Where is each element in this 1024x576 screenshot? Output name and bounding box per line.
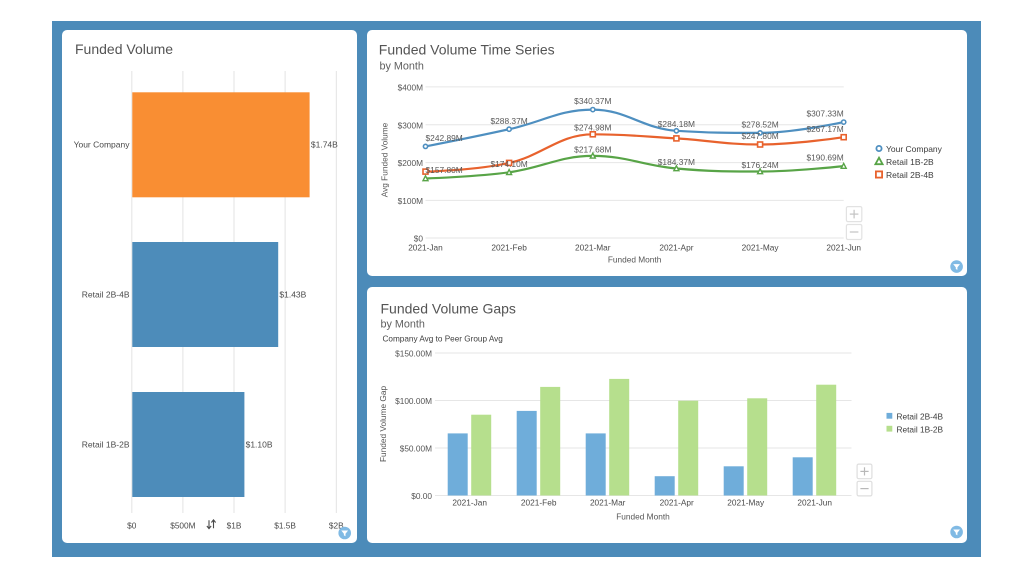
svg-text:Retail 2B-4B: Retail 2B-4B: [886, 170, 934, 180]
svg-text:$267.17M: $267.17M: [806, 124, 843, 134]
svg-text:$190.69M: $190.69M: [806, 153, 843, 163]
svg-text:$1.10B: $1.10B: [245, 440, 272, 450]
svg-text:2021-Jan: 2021-Jan: [452, 497, 487, 507]
svg-text:2021-Mar: 2021-Mar: [575, 242, 611, 252]
svg-text:$1.43B: $1.43B: [279, 290, 306, 300]
svg-text:2021-Mar: 2021-Mar: [589, 497, 625, 507]
svg-text:$307.33M: $307.33M: [806, 109, 843, 119]
svg-text:$157.80M: $157.80M: [425, 165, 462, 175]
svg-text:2021-Jan: 2021-Jan: [408, 242, 443, 252]
svg-text:$50.00M: $50.00M: [399, 443, 431, 453]
svg-text:Funded Volume Time Series: Funded Volume Time Series: [378, 42, 554, 58]
svg-text:2021-Jun: 2021-Jun: [826, 242, 861, 252]
svg-text:$1.74B: $1.74B: [310, 140, 337, 150]
svg-text:$174.10M: $174.10M: [490, 159, 527, 169]
svg-text:$300M: $300M: [397, 120, 422, 130]
svg-text:2021-May: 2021-May: [727, 497, 765, 507]
svg-text:by Month: by Month: [380, 318, 424, 330]
svg-text:Retail 1B-2B: Retail 1B-2B: [886, 157, 934, 167]
svg-text:Retail 1B-2B: Retail 1B-2B: [81, 440, 129, 450]
svg-text:$274.98M: $274.98M: [574, 122, 611, 132]
svg-text:Funded Volume Gaps: Funded Volume Gaps: [380, 300, 515, 316]
svg-text:$284.18M: $284.18M: [657, 119, 694, 129]
svg-text:$184.37M: $184.37M: [657, 157, 694, 167]
svg-text:$200M: $200M: [397, 158, 422, 168]
svg-text:Funded Volume Gap: Funded Volume Gap: [377, 385, 387, 461]
svg-text:2021-Feb: 2021-Feb: [491, 242, 527, 252]
svg-text:$0: $0: [413, 234, 423, 244]
svg-text:$150.00M: $150.00M: [395, 348, 432, 358]
svg-text:by Month: by Month: [379, 60, 423, 72]
svg-text:Avg Funded Volume: Avg Funded Volume: [379, 122, 389, 197]
svg-text:$242.89M: $242.89M: [425, 133, 462, 143]
svg-text:$500M: $500M: [170, 521, 195, 531]
svg-text:2021-Apr: 2021-Apr: [659, 242, 693, 252]
svg-text:2021-Jun: 2021-Jun: [797, 497, 832, 507]
svg-text:2021-Feb: 2021-Feb: [520, 497, 556, 507]
svg-text:Funded Month: Funded Month: [616, 511, 670, 521]
svg-text:$0.00: $0.00: [411, 491, 432, 501]
svg-text:Funded Month: Funded Month: [607, 254, 661, 264]
svg-text:$217.68M: $217.68M: [574, 145, 611, 155]
svg-text:$288.37M: $288.37M: [490, 116, 527, 126]
svg-text:$340.37M: $340.37M: [574, 96, 611, 106]
svg-text:$1.5B: $1.5B: [274, 521, 296, 531]
svg-text:Retail 2B-4B: Retail 2B-4B: [896, 411, 943, 421]
svg-text:$2B: $2B: [328, 521, 343, 531]
svg-text:$100.00M: $100.00M: [395, 396, 432, 406]
svg-text:2021-Apr: 2021-Apr: [659, 497, 693, 507]
svg-text:$100M: $100M: [397, 196, 422, 206]
svg-text:$247.80M: $247.80M: [741, 131, 778, 141]
svg-text:Your Company: Your Company: [886, 144, 943, 154]
svg-text:$176.24M: $176.24M: [741, 160, 778, 170]
svg-text:Funded Volume: Funded Volume: [75, 41, 173, 57]
svg-text:Company Avg to Peer Group Avg: Company Avg to Peer Group Avg: [382, 334, 503, 343]
svg-text:Retail 1B-2B: Retail 1B-2B: [896, 424, 943, 434]
svg-text:Retail 2B-4B: Retail 2B-4B: [81, 290, 129, 300]
svg-text:Your Company: Your Company: [73, 140, 130, 150]
svg-text:2021-May: 2021-May: [741, 242, 779, 252]
svg-text:$1B: $1B: [226, 521, 241, 531]
svg-text:$278.52M: $278.52M: [741, 120, 778, 130]
svg-text:$400M: $400M: [397, 82, 422, 92]
svg-text:$0: $0: [127, 521, 137, 531]
